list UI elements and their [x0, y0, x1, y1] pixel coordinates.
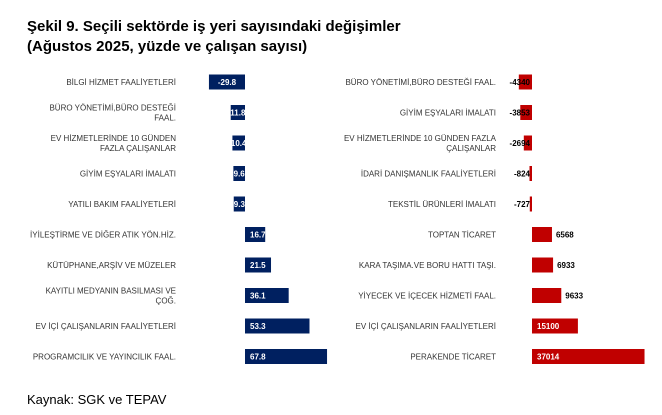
data-label: 36.1	[250, 292, 266, 301]
category-label: KAYITLI MEDYANIN BASILMASI VE ÇOĞ.	[46, 287, 176, 306]
category-label: EV HİZMETLERİNDE 10 GÜNDEN FAZLA ÇALIŞANL…	[344, 134, 497, 153]
bar	[529, 166, 532, 181]
category-label: PROGRAMCILIK VE YAYINCILIK FAAL.	[33, 353, 176, 362]
data-label: 6568	[556, 231, 574, 240]
bar	[245, 349, 328, 364]
data-label: 21.5	[250, 261, 266, 270]
category-label: BİLGİ HİZMET FAALİYETLERİ	[66, 78, 176, 87]
data-label: 9.6	[234, 170, 246, 179]
data-label: 11.8	[230, 109, 246, 118]
category-label: EV HİZMETLERİNDE 10 GÜNDEN FAZLA ÇALIŞANL…	[51, 134, 177, 153]
category-label: TOPTAN TİCARET	[428, 231, 496, 240]
bar	[230, 105, 245, 120]
category-label: GİYİM EŞYALARI İMALATI	[400, 109, 496, 118]
data-label: 37014	[537, 353, 560, 362]
data-label: 15100	[537, 322, 560, 331]
data-label: -2694	[510, 139, 531, 148]
category-label: İYİLEŞTİRME VE DİĞER ATIK YÖN.HİZ.	[30, 231, 176, 240]
bar	[233, 166, 245, 181]
bar	[532, 349, 645, 364]
chart-title: Şekil 9. Seçili sektörde iş yeri sayısın…	[27, 18, 401, 35]
data-label: -3853	[510, 109, 531, 118]
bar	[520, 105, 532, 120]
data-label: 9633	[565, 292, 583, 301]
category-label: EV İÇİ ÇALIŞANLARIN FAALİYETLERİ	[36, 322, 177, 331]
data-label: 6933	[557, 261, 575, 270]
bar	[245, 318, 310, 334]
bar	[245, 227, 266, 242]
bar	[233, 196, 245, 212]
category-label: TEKSTİL ÜRÜNLERİ İMALATI	[388, 200, 496, 209]
category-label: PERAKENDE TİCARET	[410, 353, 496, 362]
category-label: BÜRO YÖNETİMİ,BÜRO DESTEĞİ FAAL.	[49, 104, 176, 123]
bar	[529, 196, 532, 212]
category-label: YİYECEK VE İÇECEK HİZMETİ FAAL.	[358, 292, 496, 301]
data-label: 16.7	[250, 231, 266, 240]
bar	[208, 74, 245, 90]
data-label: 53.3	[250, 322, 266, 331]
bar	[518, 74, 532, 90]
data-label: 67.8	[250, 353, 266, 362]
category-label: BÜRO YÖNETİMİ,BÜRO DESTEĞİ FAAL.	[345, 78, 496, 87]
category-label: EV İÇİ ÇALIŞANLARIN FAALİYETLERİ	[356, 322, 497, 331]
data-label: -824	[514, 170, 531, 179]
chart-subtitle: (Ağustos 2025, yüzde ve çalışan sayısı)	[27, 38, 308, 55]
bar	[532, 227, 552, 242]
category-label: KÜTÜPHANE,ARŞİV VE MÜZELER	[47, 261, 176, 270]
data-label: 10.4	[231, 139, 247, 148]
category-label: YATILI BAKIM FAALİYETLERİ	[68, 200, 176, 209]
category-label: KARA TAŞIMA.VE BORU HATTI TAŞI.	[359, 261, 496, 270]
data-label: -4340	[510, 78, 531, 87]
category-label: GİYİM EŞYALARI İMALATI	[80, 170, 176, 179]
bar	[245, 257, 272, 273]
data-label: 9.3	[234, 200, 246, 209]
left-panel-percent-change: BİLGİ HİZMET FAALİYETLERİ -29.8 BÜRO YÖNET…	[30, 74, 328, 364]
bar	[532, 288, 562, 303]
data-label: -29.8	[218, 78, 237, 87]
bar	[532, 318, 578, 334]
bar	[523, 135, 532, 151]
bar	[232, 135, 245, 151]
right-panel-employee-change: BÜRO YÖNETİMİ,BÜRO DESTEĞİ FAAL. -4340 GİY…	[344, 74, 645, 364]
bar	[245, 288, 289, 303]
source-note: Kaynak: SGK ve TEPAV	[27, 392, 167, 407]
category-label: İDARİ DANIŞMANLIK FAALİYETLERİ	[361, 170, 496, 179]
data-label: -727	[514, 200, 531, 209]
bar	[532, 257, 554, 273]
